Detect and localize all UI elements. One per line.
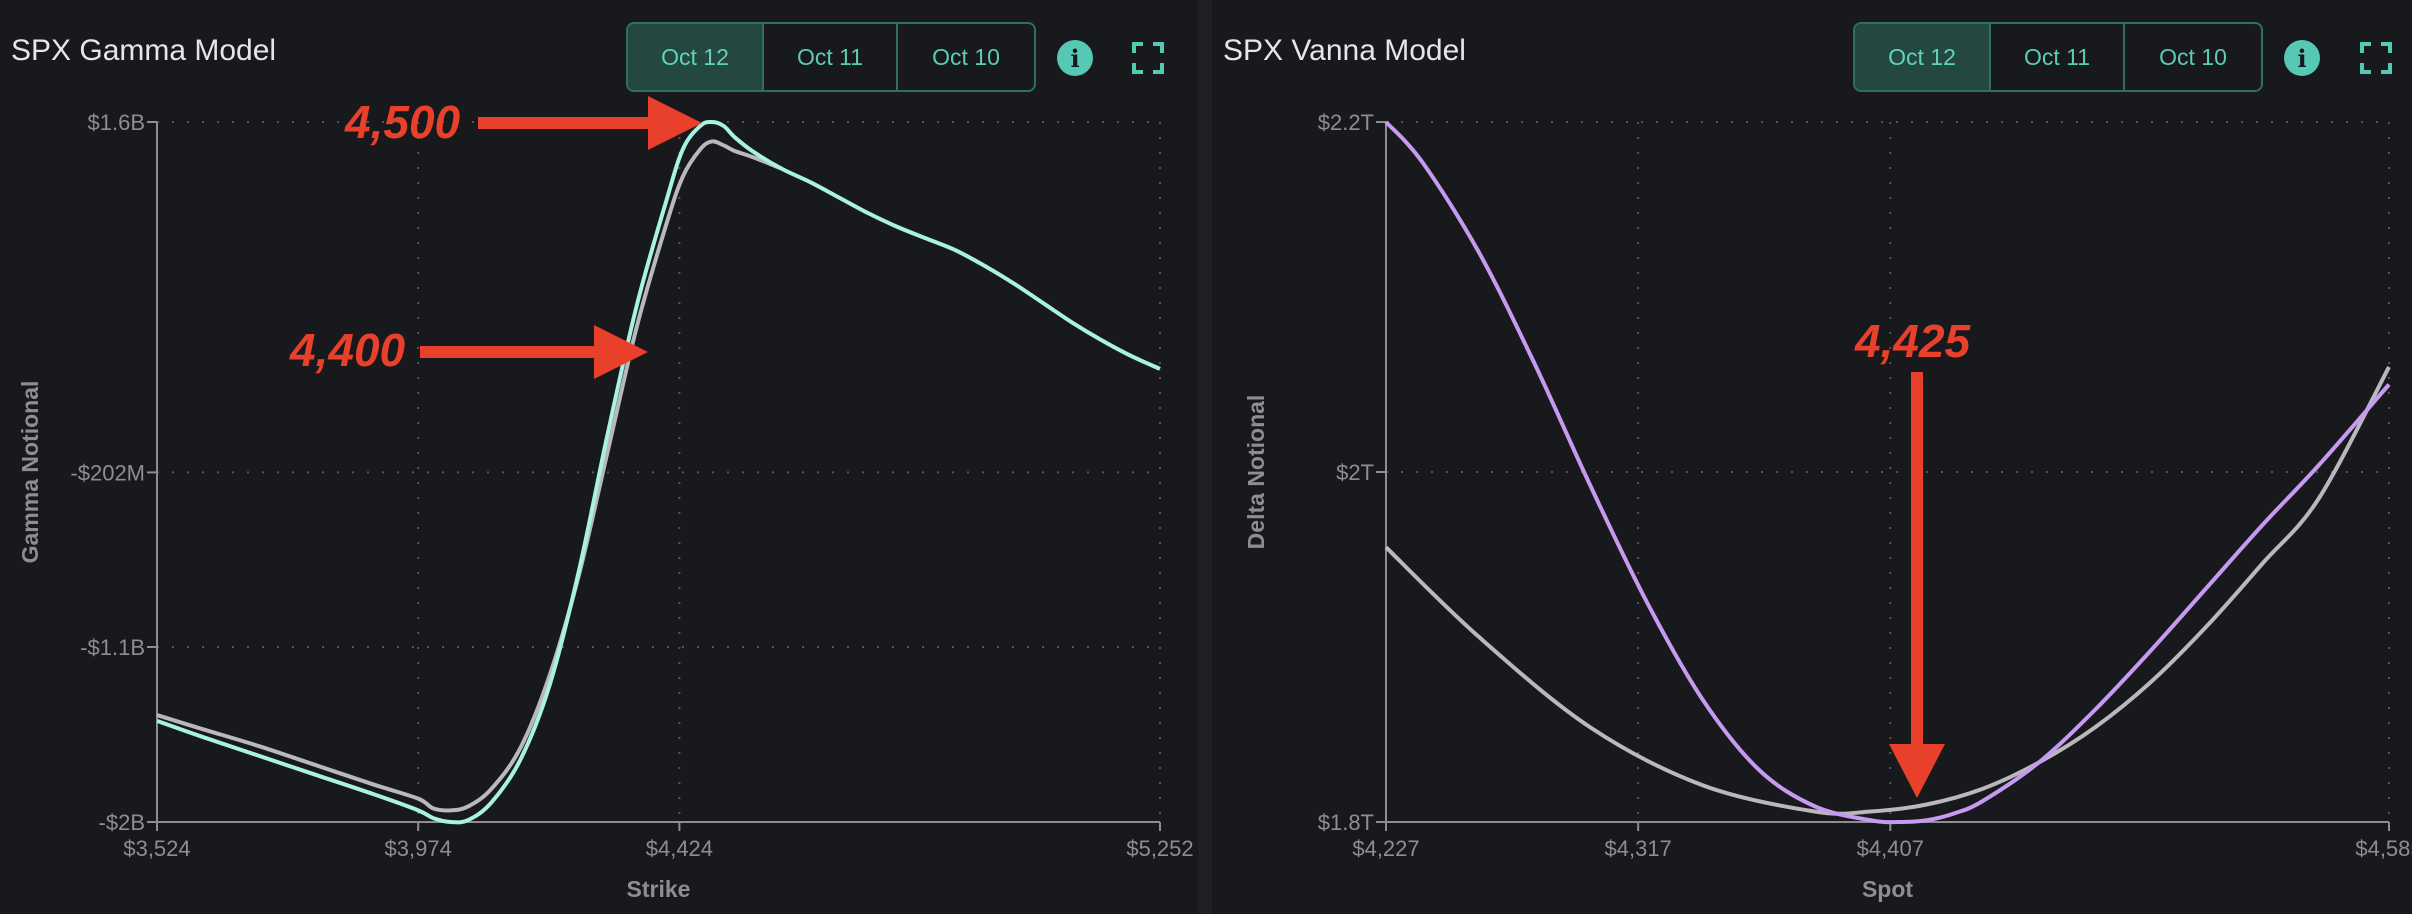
x-tick-label: $4,407 <box>1857 836 1924 861</box>
series-line-teal <box>156 119 1161 825</box>
info-icon[interactable]: i <box>2284 40 2320 76</box>
x-tick-label: $4,585 <box>2355 836 2412 861</box>
x-tick-label: $4,317 <box>1605 836 1672 861</box>
y-tick-label: $2.2T <box>1318 110 1374 135</box>
y-tick-label: -$1.1B <box>80 635 145 660</box>
annotation-label: 4,425 <box>1854 315 1972 367</box>
x-tick-label: $5,252 <box>1126 836 1193 861</box>
info-icon[interactable]: i <box>1057 40 1093 76</box>
y-axis-label: Delta Notional <box>1243 395 1269 550</box>
date-tabs: Oct 12 Oct 11 Oct 10 <box>626 22 1036 92</box>
panel-title: SPX Gamma Model <box>11 34 277 67</box>
tab-oct-10[interactable]: Oct 10 <box>896 24 1034 90</box>
annotation-label: 4,500 <box>344 96 461 148</box>
tab-oct-12[interactable]: Oct 12 <box>628 24 762 90</box>
y-axis-label: Gamma Notional <box>17 381 43 564</box>
x-tick-label: $4,227 <box>1352 836 1419 861</box>
annotation-arrow-head <box>594 325 648 379</box>
panel-divider <box>1198 0 1212 914</box>
vanna-model-panel: SPX Vanna Model Oct 12 Oct 11 Oct 10 i $… <box>1212 0 2412 914</box>
annotation-arrow-head <box>1889 744 1945 798</box>
gamma-model-panel: SPX Gamma Model Oct 12 Oct 11 Oct 10 i $… <box>0 0 1198 914</box>
gamma-chart: $3,524 $3,974 $4,424 $5,252 -$2B -$1.1B -$202M… <box>17 96 1194 902</box>
date-tabs: Oct 12 Oct 11 Oct 10 <box>1853 22 2263 92</box>
y-tick-label: -$202M <box>70 460 145 485</box>
x-tick-label: $4,424 <box>646 836 713 861</box>
y-tick-label: $2T <box>1336 460 1374 485</box>
y-tick-label: $1.8T <box>1318 810 1374 835</box>
x-axis-label: Strike <box>627 876 691 902</box>
series-line-grey <box>156 139 783 813</box>
tab-oct-11[interactable]: Oct 11 <box>762 24 896 90</box>
expand-icon[interactable] <box>1132 42 1164 74</box>
y-tick-label: $1.6B <box>88 110 146 135</box>
series-line-purple <box>1384 120 2391 825</box>
vanna-chart: $4,227 $4,317 $4,407 $4,585 $1.8T $2T $2.2T Spo… <box>1243 110 2412 902</box>
annotation-label: 4,400 <box>289 324 406 376</box>
x-tick-label: $3,524 <box>123 836 190 861</box>
tab-oct-10[interactable]: Oct 10 <box>2123 24 2261 90</box>
tab-oct-11[interactable]: Oct 11 <box>1989 24 2123 90</box>
panel-title: SPX Vanna Model <box>1223 34 1466 67</box>
y-tick-label: -$2B <box>99 810 145 835</box>
tab-oct-12[interactable]: Oct 12 <box>1855 24 1989 90</box>
series-line-grey <box>1384 366 2391 816</box>
x-tick-label: $3,974 <box>385 836 452 861</box>
annotation-arrow-head <box>648 96 702 150</box>
x-axis-label: Spot <box>1862 876 1913 902</box>
expand-icon[interactable] <box>2360 42 2392 74</box>
